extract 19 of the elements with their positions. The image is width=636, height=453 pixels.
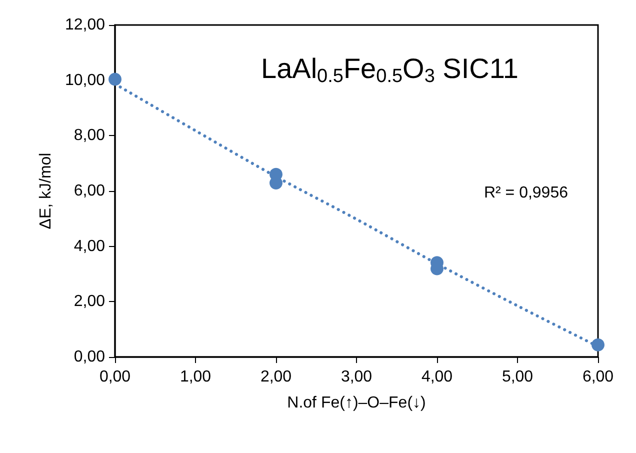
annotation: R² = 0,9956: [484, 184, 568, 202]
y-tick-label: 10,00: [64, 72, 106, 89]
y-tick-label: 4,00: [74, 238, 106, 255]
x-tick-label: 5,00: [502, 368, 534, 386]
y-tick-label: 12,00: [64, 16, 106, 34]
y-tick-label: 6,00: [74, 182, 106, 200]
x-tick-label: 6,00: [582, 368, 614, 386]
point: [108, 72, 122, 86]
y-tick-label: 2,00: [74, 293, 106, 310]
y-axis-title: ΔE, kJ/mol: [38, 152, 55, 230]
y-tick-label: 0,00: [74, 348, 106, 366]
y-tick-label: 8,00: [74, 127, 106, 144]
x-axis-title: N.of Fe(↑)–O–Fe(↓): [287, 394, 426, 412]
x-tick-label: 2,00: [260, 368, 292, 386]
point: [592, 338, 604, 352]
x-tick-label: 3,00: [340, 368, 372, 386]
x-tick-label: 4,00: [421, 368, 453, 386]
x-tick-label: 1,00: [180, 368, 212, 386]
x-tick-label: 0,00: [99, 368, 131, 386]
